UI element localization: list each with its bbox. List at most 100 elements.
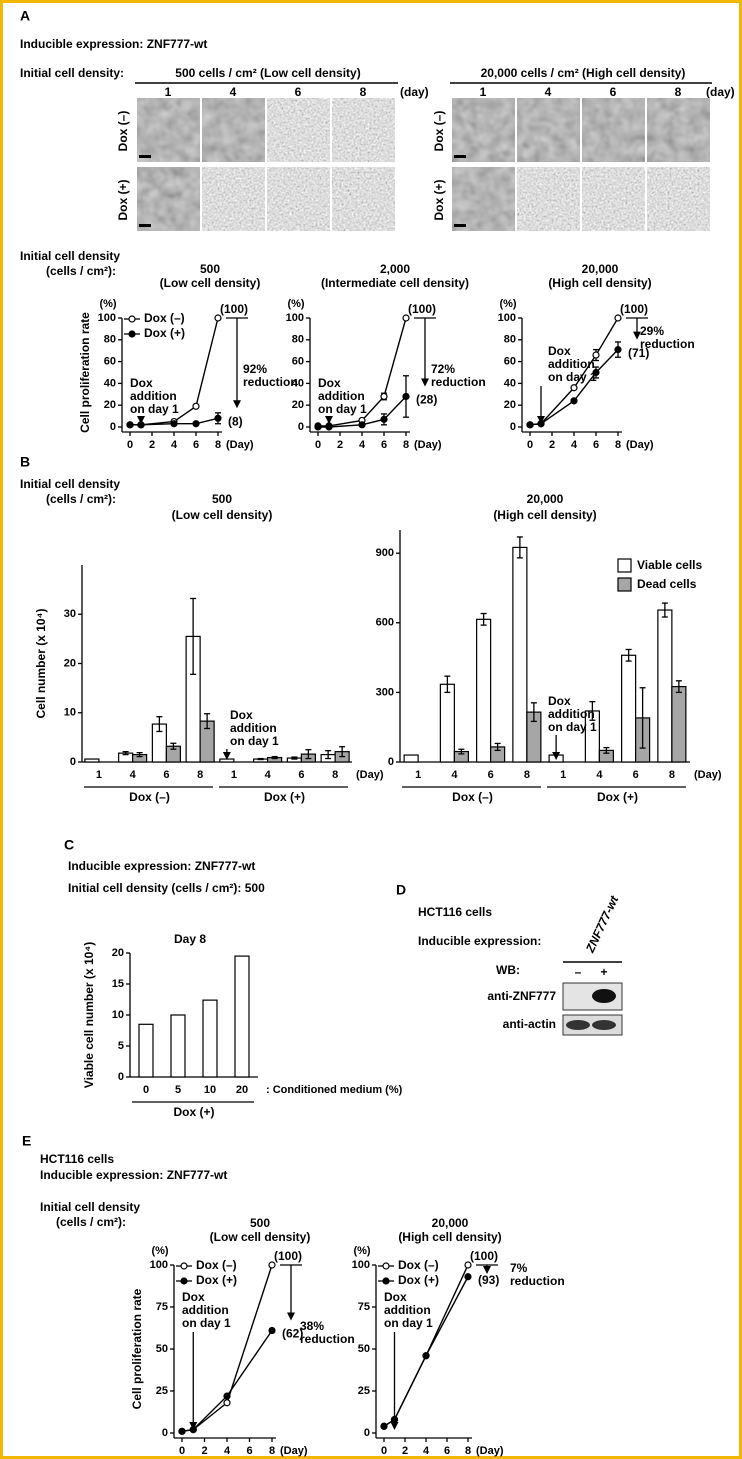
x-unit: (Day) — [414, 439, 442, 451]
y-tick-label: 75 — [156, 1301, 168, 1313]
lane-label: + — [600, 965, 607, 979]
row-label: Dox (–) — [432, 111, 446, 152]
data-point — [193, 403, 199, 409]
reduction-label: 38% — [300, 1319, 324, 1333]
panel-label: A — [20, 8, 30, 24]
day-label: 6 — [295, 85, 302, 99]
data-point — [403, 393, 409, 399]
dox-note: Dox — [384, 1290, 407, 1304]
y-tick-label: 100 — [352, 1259, 370, 1271]
micrograph-tone — [332, 98, 395, 162]
group-title: 500 cells / cm² (Low cell density) — [175, 66, 360, 80]
legend-label: Dead cells — [637, 577, 697, 591]
dox-note: on day 1 — [230, 734, 279, 748]
x-tick-label: 6 — [488, 769, 494, 781]
panel-label: E — [22, 1133, 31, 1149]
end-label: (100) — [220, 302, 248, 316]
x-unit: (Day) — [356, 769, 384, 781]
panel-label: C — [64, 837, 74, 853]
x-tick-label: 6 — [193, 439, 199, 451]
reduction-label: 7% — [510, 1261, 528, 1275]
x-unit: (Day) — [280, 1445, 308, 1457]
chart-subtitle: (Low cell density) — [160, 276, 261, 290]
y-axis-label: Cell proliferation rate — [130, 1288, 144, 1409]
y-tick-label: 100 — [150, 1259, 168, 1271]
y-unit: (%) — [151, 1245, 168, 1257]
chart-title: 2,000 — [380, 262, 410, 276]
panel-text: Inducible expression: ZNF777-wt — [40, 1168, 227, 1182]
reduction-label: reduction — [510, 1274, 565, 1288]
chart-subtitle: (Low cell density) — [210, 1230, 311, 1244]
y-tick-label: 40 — [104, 377, 116, 389]
curve-header: Initial cell density — [20, 249, 120, 263]
micrograph-tone — [137, 98, 200, 162]
legend-marker — [383, 1278, 389, 1284]
data-point — [359, 422, 365, 428]
x-tick-label: 8 — [269, 1445, 275, 1457]
y-tick-label: 0 — [162, 1427, 168, 1439]
dox-note: on day 1 — [318, 402, 367, 416]
curve-header: Initial cell density — [40, 1200, 140, 1214]
x-tick-label: 8 — [465, 1445, 471, 1457]
scale-bar — [454, 224, 466, 227]
panel-label: B — [20, 454, 30, 470]
y-tick-label: 20 — [112, 947, 124, 959]
scale-bar — [454, 155, 466, 158]
blot-band — [566, 1020, 590, 1030]
legend-marker — [129, 331, 135, 337]
legend-marker — [181, 1263, 187, 1269]
y-tick-label: 100 — [98, 312, 116, 324]
dox-note: addition — [182, 1303, 229, 1317]
x-tick-label: 0 — [143, 1084, 149, 1096]
x-tick-label: 4 — [451, 769, 458, 781]
bar — [513, 547, 527, 762]
figure: A B C D E Inducible expression: ZNF777-w… — [0, 0, 742, 1459]
blot-band — [592, 1020, 616, 1030]
micrograph-tone — [202, 167, 265, 231]
curve-header: (cells / cm²): — [46, 264, 116, 278]
data-point — [215, 415, 221, 421]
panel-label: D — [396, 882, 406, 898]
legend-label: Dox (–) — [196, 1258, 237, 1272]
data-point — [615, 347, 621, 353]
micrograph-tone — [517, 98, 580, 162]
end-label: (100) — [408, 302, 436, 316]
dox-note: Dox — [182, 1290, 205, 1304]
x-axis-label: : Conditioned medium (%) — [266, 1084, 403, 1096]
micrograph-tone — [137, 167, 200, 231]
reduction-label: 72% — [431, 362, 455, 376]
data-point — [326, 424, 332, 430]
y-tick-label: 0 — [364, 1427, 370, 1439]
dox-note: on day 1 — [548, 720, 597, 734]
chart-title: 500 — [212, 492, 232, 506]
end-label: (100) — [620, 302, 648, 316]
data-point — [315, 424, 321, 430]
y-tick-label: 10 — [64, 707, 76, 719]
row-label: Dox (+) — [432, 179, 446, 220]
y-tick-label: 0 — [388, 756, 394, 768]
day-label: 4 — [230, 85, 237, 99]
heading: Inducible expression: ZNF777-wt — [20, 37, 207, 51]
x-tick-label: 8 — [615, 439, 621, 451]
reduction-label: reduction — [243, 375, 298, 389]
day-label: 8 — [360, 85, 367, 99]
y-tick-label: 50 — [156, 1343, 168, 1355]
x-tick-label: 2 — [201, 1445, 207, 1457]
y-tick-label: 80 — [504, 334, 516, 346]
x-tick-label: 8 — [669, 769, 675, 781]
x-tick-label: 6 — [163, 769, 169, 781]
scale-bar — [139, 155, 151, 158]
y-unit: (%) — [353, 1245, 370, 1257]
data-point — [193, 421, 199, 427]
data-point — [224, 1400, 230, 1406]
chart-title: 20,000 — [582, 262, 619, 276]
data-point — [527, 422, 533, 428]
end-label: (100) — [274, 1249, 302, 1263]
day-label: 1 — [480, 85, 487, 99]
x-tick-label: 4 — [596, 769, 603, 781]
dox-note: addition — [230, 721, 277, 735]
chart-title: 20,000 — [527, 492, 564, 506]
y-axis-label: Cell number (x 10⁴) — [34, 609, 48, 719]
chart-title: 20,000 — [432, 1216, 469, 1230]
y-tick-label: 60 — [104, 356, 116, 368]
